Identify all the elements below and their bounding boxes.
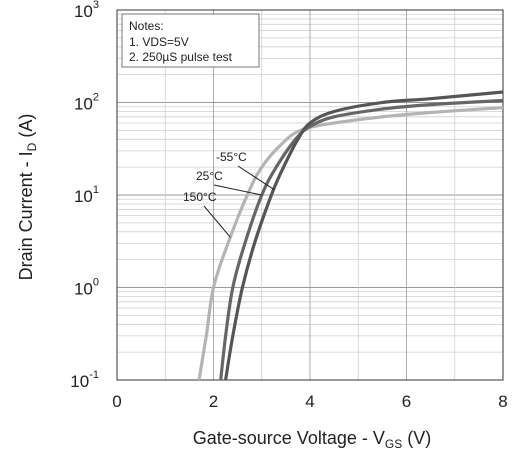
y-axis-title-unit: (A) <box>16 114 36 143</box>
x-axis-title-main: Gate-source Voltage - V <box>193 428 385 448</box>
y-tick-label: 102 <box>74 92 99 114</box>
x-axis-title: Gate-source Voltage - VGS (V) <box>193 428 431 451</box>
y-tick-exponent: -1 <box>89 369 99 381</box>
x-tick-label: 6 <box>402 392 411 411</box>
y-tick-label: 103 <box>74 0 99 21</box>
y-tick-base: 10 <box>74 2 93 21</box>
curves <box>197 90 503 380</box>
y-tick-exponent: 1 <box>93 184 99 196</box>
x-tick-label: 0 <box>112 392 121 411</box>
notes-line-2: 2. 250µS pulse test <box>129 50 233 64</box>
series-line <box>219 98 503 380</box>
y-tick-base: 10 <box>70 372 89 391</box>
y-tick-exponent: 2 <box>93 92 99 104</box>
x-axis-title-unit: (V) <box>402 428 431 448</box>
x-tick-label: 4 <box>305 392 314 411</box>
y-axis-title: Drain Current - ID (A) <box>16 114 39 281</box>
y-tick-exponent: 0 <box>93 277 99 289</box>
y-tick-label: 101 <box>74 184 99 206</box>
y-tick-base: 10 <box>74 95 93 114</box>
series-leader-line <box>237 165 275 190</box>
notes-box: Notes: 1. VDS=5V 2. 250µS pulse test <box>121 13 260 68</box>
notes-line-1: 1. VDS=5V <box>129 35 189 49</box>
y-tick-label: 10-1 <box>70 369 99 391</box>
series-label: -55°C <box>216 150 247 164</box>
notes-title: Notes: <box>129 19 164 33</box>
series-line <box>197 106 503 380</box>
x-tick-labels: 0 2 4 6 8 <box>112 392 507 411</box>
y-axis-title-main: Drain Current - I <box>16 151 36 280</box>
series-leader-line <box>203 205 231 238</box>
x-tick-label: 2 <box>209 392 218 411</box>
y-tick-base: 10 <box>74 280 93 299</box>
y-tick-exponent: 3 <box>93 0 99 11</box>
series-label: 25°C <box>196 169 223 183</box>
series-callouts: -55°C 25°C 150°C <box>183 150 275 238</box>
x-axis-title-sub: GS <box>385 437 402 451</box>
y-axis-title-sub: D <box>25 142 39 151</box>
series-line <box>224 90 503 380</box>
series-leader-line <box>213 184 262 196</box>
y-tick-base: 10 <box>74 187 93 206</box>
notes-box-frame <box>121 13 260 68</box>
series-label: 150°C <box>183 190 217 204</box>
y-tick-label: 100 <box>74 277 99 299</box>
plot-frame <box>116 9 504 381</box>
x-tick-label: 8 <box>498 392 507 411</box>
